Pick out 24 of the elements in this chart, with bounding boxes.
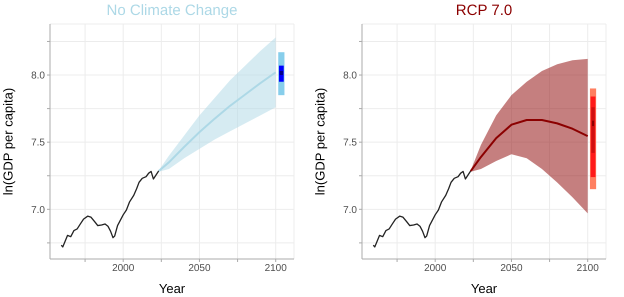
line-series bbox=[372, 170, 472, 248]
y-axis-title: ln(GDP per capita) bbox=[312, 88, 328, 196]
y-tick-label: 7.0 bbox=[343, 204, 358, 216]
bar bbox=[592, 120, 594, 126]
y-tick-label: 7.0 bbox=[31, 204, 46, 216]
y-tick-label: 8.0 bbox=[343, 70, 358, 82]
x-tick-label: 2000 bbox=[424, 263, 447, 274]
x-tick-label: 2100 bbox=[264, 263, 288, 274]
y-tick-label: 8.0 bbox=[31, 70, 46, 82]
y-tick-label: 7.5 bbox=[31, 138, 46, 149]
x-tick-label: 2100 bbox=[576, 263, 600, 274]
line-series bbox=[470, 119, 589, 172]
x-tick-label: 2050 bbox=[188, 263, 212, 274]
x-tick-label: 2050 bbox=[500, 263, 524, 274]
line-series bbox=[158, 71, 277, 172]
chart-title: No Climate Change bbox=[106, 2, 238, 19]
y-axis-title: ln(GDP per capita) bbox=[0, 88, 16, 196]
chart-title: RCP 7.0 bbox=[454, 2, 514, 19]
x-axis-title: Year bbox=[470, 281, 498, 296]
bar bbox=[280, 71, 284, 76]
line-series bbox=[60, 170, 160, 248]
y-tick-label: 7.5 bbox=[343, 138, 358, 149]
x-tick-label: 2000 bbox=[112, 263, 135, 274]
x-axis-title: Year bbox=[158, 281, 186, 296]
